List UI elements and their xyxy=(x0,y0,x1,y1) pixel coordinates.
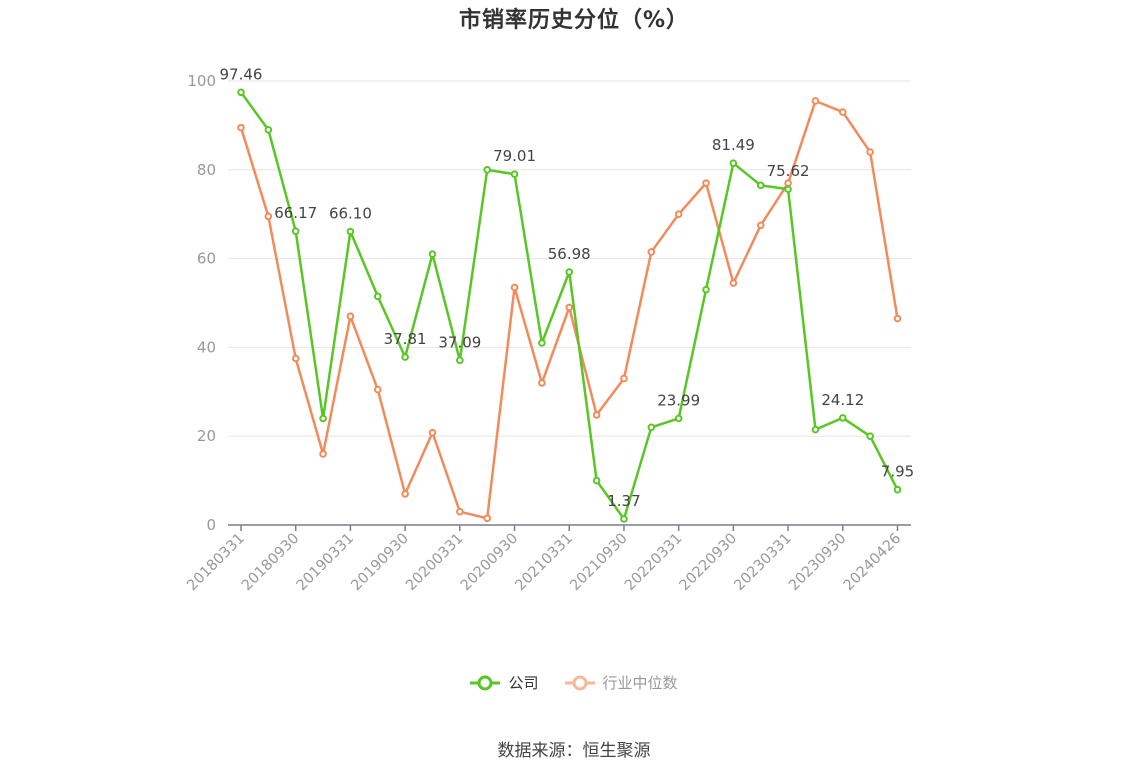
data-point-company[interactable] xyxy=(401,353,409,361)
data-label: 23.99 xyxy=(657,391,700,409)
x-tick-label: 20230930 xyxy=(786,531,850,595)
x-tick-label: 20230331 xyxy=(731,531,795,595)
data-label: 81.49 xyxy=(712,136,755,154)
data-point-industry-median[interactable] xyxy=(893,314,902,323)
data-point-company[interactable] xyxy=(756,181,765,190)
data-point-industry-median[interactable] xyxy=(565,303,574,312)
series xyxy=(237,88,902,523)
y-tick-label: 40 xyxy=(197,338,216,356)
data-label: 7.95 xyxy=(881,463,914,481)
y-tick-label: 60 xyxy=(197,250,216,268)
data-label: 79.01 xyxy=(493,147,536,165)
data-point-industry-median[interactable] xyxy=(756,221,765,230)
legend-item-company[interactable]: 公司 xyxy=(470,672,539,693)
x-tick-label: 20190331 xyxy=(294,531,358,595)
data-point-company[interactable] xyxy=(264,126,273,134)
data-point-company[interactable] xyxy=(674,414,683,423)
data-point-industry-median[interactable] xyxy=(647,248,656,256)
data-point-industry-median[interactable] xyxy=(729,279,738,287)
data-point-industry-median[interactable] xyxy=(401,490,409,498)
y-tick-label: 0 xyxy=(206,516,216,534)
data-label: 75.62 xyxy=(767,162,810,180)
data-point-industry-median[interactable] xyxy=(674,210,683,218)
x-tick-label: 20180930 xyxy=(239,531,303,595)
axes: 0 20 40 60 80 100 2018033120180930201903312019… xyxy=(184,72,911,594)
data-label: 66.17 xyxy=(274,204,317,222)
source-note: 数据来源：恒生聚源 xyxy=(497,741,651,761)
data-point-company[interactable] xyxy=(538,339,546,347)
data-point-company[interactable] xyxy=(647,423,656,432)
data-label: 37.81 xyxy=(384,330,427,348)
data-label: 56.98 xyxy=(548,245,591,263)
data-point-company[interactable] xyxy=(510,170,519,178)
data-point-industry-median[interactable] xyxy=(784,179,792,187)
x-tick-label: 20220930 xyxy=(677,531,741,595)
legend-line-circle-icon xyxy=(470,675,501,690)
data-point-industry-median[interactable] xyxy=(620,374,628,383)
data-point-company[interactable] xyxy=(428,250,437,258)
data-point-industry-median[interactable] xyxy=(319,450,327,458)
data-point-industry-median[interactable] xyxy=(346,312,355,321)
data-point-industry-median[interactable] xyxy=(264,212,273,221)
x-tick-label: 20210930 xyxy=(567,531,631,595)
x-tick-label: 20190930 xyxy=(348,531,412,595)
data-point-industry-median[interactable] xyxy=(866,148,874,156)
legend-item-industry-median[interactable]: 行业中位数 xyxy=(564,672,678,693)
data-point-company[interactable] xyxy=(838,414,847,422)
x-tick-label: 20200930 xyxy=(458,531,522,595)
data-point-industry-median[interactable] xyxy=(702,179,710,187)
y-tick-label: 80 xyxy=(197,161,216,179)
x-tick-label: 20200331 xyxy=(403,531,467,595)
data-point-industry-median[interactable] xyxy=(373,385,382,394)
legend: 公司 行业中位数 xyxy=(0,672,1148,693)
data-point-company[interactable] xyxy=(483,166,491,174)
data-point-industry-median[interactable] xyxy=(838,108,847,116)
chart-title: 市销率历史分位（%） xyxy=(458,8,690,33)
data-point-company[interactable] xyxy=(456,356,464,365)
data-point-company[interactable] xyxy=(784,185,792,194)
data-label: 24.12 xyxy=(821,391,864,409)
data-label: 97.46 xyxy=(220,65,263,83)
data-point-company[interactable] xyxy=(237,88,245,97)
data-point-industry-median[interactable] xyxy=(237,123,245,132)
data-point-company[interactable] xyxy=(702,285,710,294)
y-tick-label: 20 xyxy=(197,427,216,445)
data-point-industry-median[interactable] xyxy=(483,514,491,523)
data-point-industry-median[interactable] xyxy=(428,428,437,437)
data-labels: 97.46 66.17 66.10 37.81 37.09 79.01 56.98 1.37 2… xyxy=(220,65,915,510)
x-tick-label: 20240426 xyxy=(841,531,905,595)
legend-label-industry-median: 行业中位数 xyxy=(602,674,678,692)
data-point-company[interactable] xyxy=(729,159,738,167)
data-point-industry-median[interactable] xyxy=(456,507,464,516)
x-tick-label: 20210331 xyxy=(513,531,577,595)
data-point-industry-median[interactable] xyxy=(592,411,601,419)
legend-label-company: 公司 xyxy=(508,674,539,692)
data-point-company[interactable] xyxy=(319,414,327,423)
data-label: 66.10 xyxy=(329,205,372,223)
data-point-company[interactable] xyxy=(893,485,902,494)
y-tick-label: 100 xyxy=(187,72,216,90)
data-point-industry-median[interactable] xyxy=(811,97,820,105)
data-label: 1.37 xyxy=(607,492,640,510)
data-point-company[interactable] xyxy=(811,425,820,434)
data-point-company[interactable] xyxy=(565,268,574,276)
legend-line-circle-icon xyxy=(564,675,595,690)
data-point-company[interactable] xyxy=(620,515,628,523)
x-tick-label: 20180331 xyxy=(184,531,248,595)
data-point-industry-median[interactable] xyxy=(538,379,546,387)
data-point-industry-median[interactable] xyxy=(291,354,300,363)
data-label: 37.09 xyxy=(438,333,481,351)
data-point-company[interactable] xyxy=(346,227,355,236)
x-tick-label: 20220331 xyxy=(622,531,686,595)
data-point-company[interactable] xyxy=(291,227,300,236)
data-point-company[interactable] xyxy=(866,432,874,441)
data-point-company[interactable] xyxy=(592,476,601,485)
data-point-industry-median[interactable] xyxy=(510,283,519,292)
data-point-company[interactable] xyxy=(373,292,382,301)
